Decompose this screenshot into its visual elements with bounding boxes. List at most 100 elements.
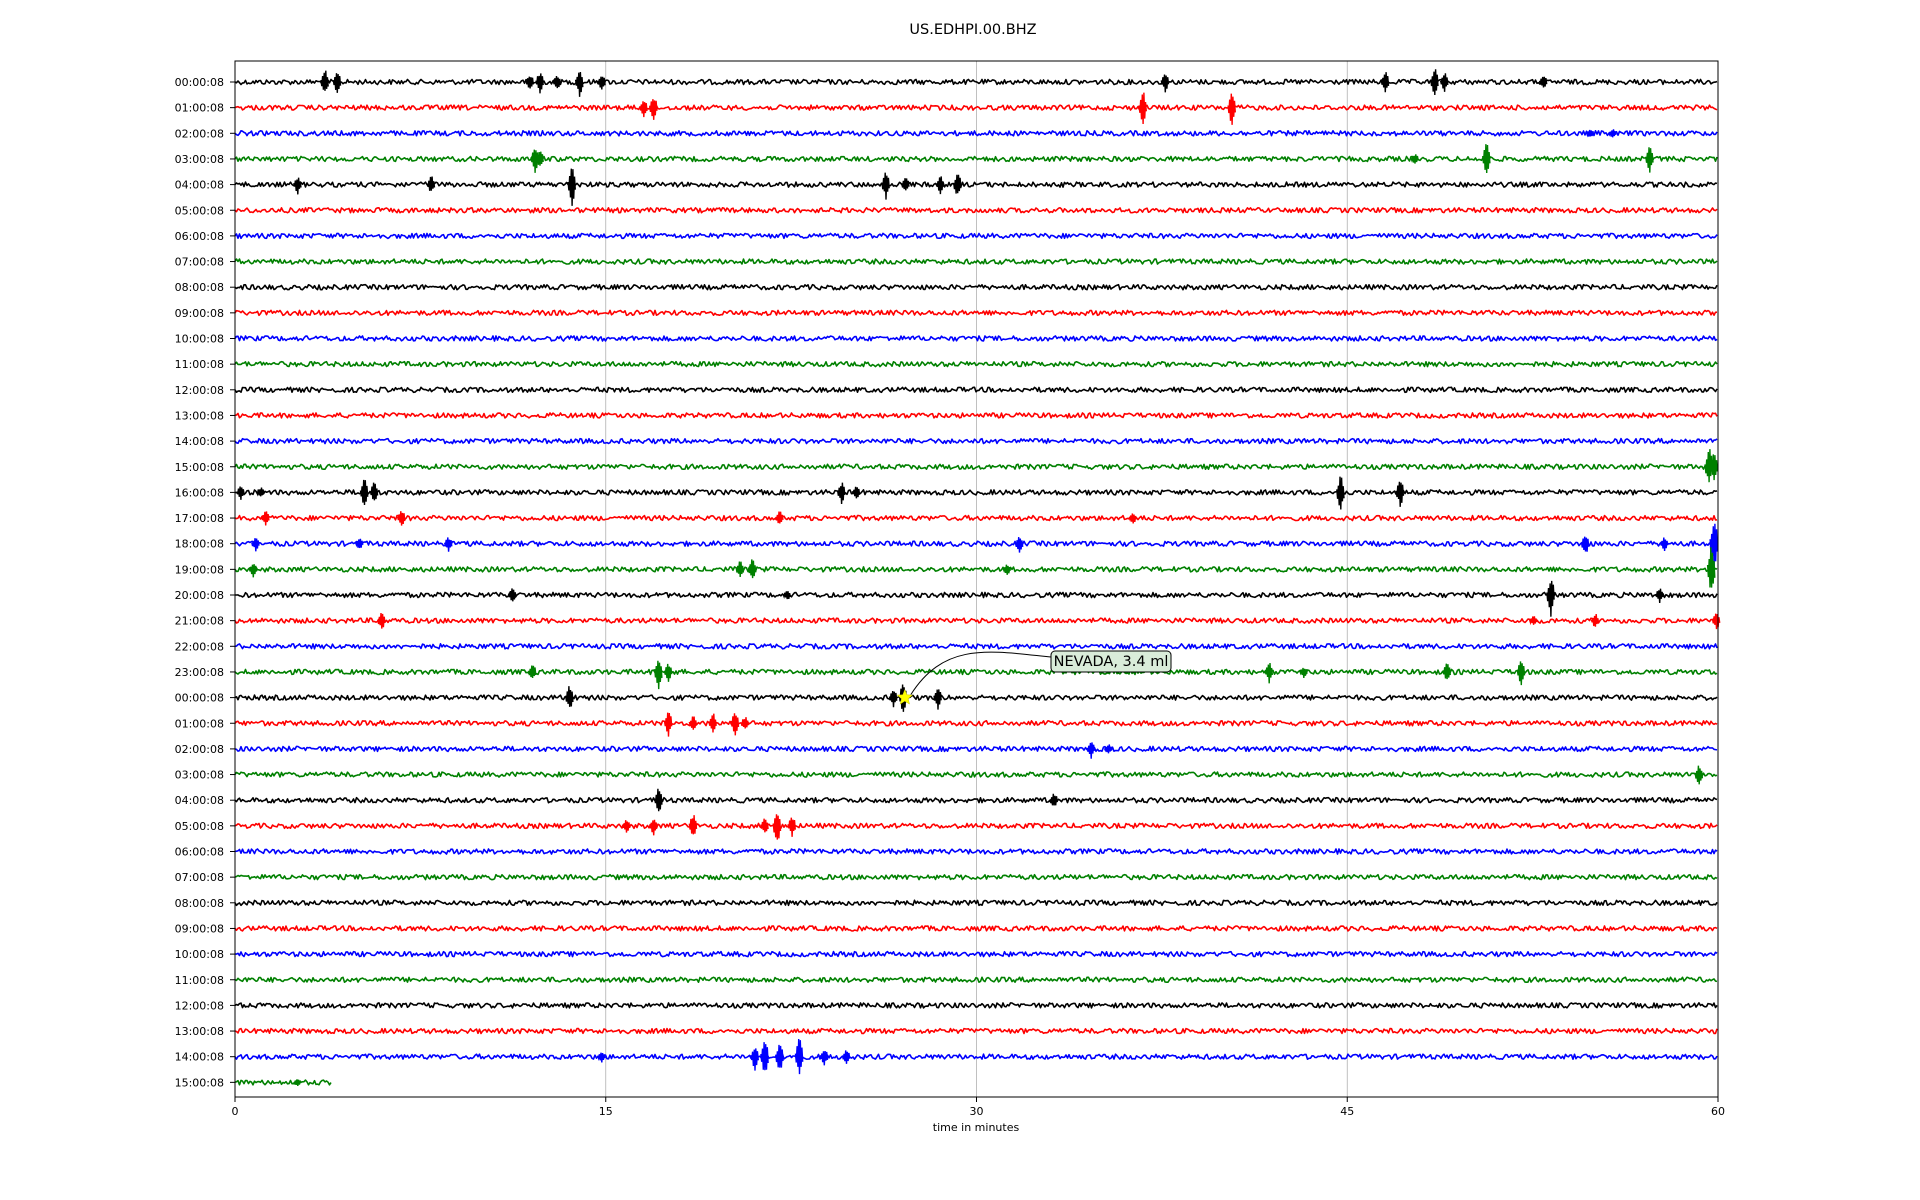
row-time-label: 07:00:08 [175,871,224,884]
event-spike-r26-1 [1103,744,1113,754]
event-spike-r0-7 [1160,74,1170,93]
row-time-label: 08:00:08 [175,281,224,294]
event-spike-r3-2 [1410,154,1419,164]
x-tick-label: 60 [1711,1105,1725,1118]
annotation-box [1050,650,1172,673]
row-time-label: 17:00:08 [175,512,224,525]
event-spike-r20-0 [508,588,517,602]
event-spike-r3-4 [1645,147,1654,173]
event-spike-r25-4 [740,717,750,729]
event-spike-r18-5 [1659,537,1669,552]
row-time-label: 06:00:08 [175,846,224,859]
row-time-label: 00:00:08 [175,76,224,89]
x-tick-label: 0 [232,1105,239,1118]
row-time-labels: 00:00:08 01:00:08 02:00:08 03:00:08 04:00:08… [175,76,235,1089]
row-time-label: 15:00:08 [175,1076,224,1089]
row-time-label: 05:00:08 [175,820,224,833]
event-spike-r20-3 [1655,588,1664,603]
trace-group [234,69,1721,1086]
event-spike-r18-4 [1580,536,1590,552]
annotation-arrow [910,651,1052,695]
event-spike-r19-2 [747,559,757,579]
event-spike-r29-5 [787,817,796,837]
event-spike-r3-1 [535,151,544,166]
event-spike-r23-5 [1442,663,1451,680]
event-spike-r23-1 [654,660,663,690]
row-time-label: 02:00:08 [175,743,224,756]
event-spike-r23-4 [1299,667,1308,678]
trace-row-21 [234,617,1718,624]
event-spike-r25-0 [663,712,673,737]
event-spike-r39-0 [293,1079,302,1086]
event-spike-r17-1 [396,511,406,526]
vertical-gridlines [605,61,1348,1097]
event-spike-r2-0 [1585,129,1595,138]
event-spike-r19-4 [1706,547,1716,588]
trace-row-16 [234,489,1718,496]
event-spike-r38-2 [760,1042,769,1071]
trace-row-37 [234,1027,1718,1035]
event-spike-r29-4 [772,814,782,840]
event-spike-r18-1 [354,538,364,549]
trace-row-24 [234,694,1718,701]
trace-row-2 [234,130,1718,137]
trace-row-5 [234,207,1718,214]
event-spike-r0-11 [1538,76,1548,88]
event-spike-r29-0 [621,820,631,833]
event-spike-r38-0 [597,1052,606,1063]
row-time-label: 10:00:08 [175,948,224,961]
trace-row-35 [234,976,1718,983]
event-spike-r16-5 [851,486,861,499]
event-spike-r23-2 [663,663,673,682]
event-spike-r4-5 [935,176,945,195]
event-spike-r38-4 [794,1038,804,1075]
trace-row-39 [234,1079,332,1086]
annotation-label: NEVADA, 3.4 ml [1054,654,1169,670]
event-spike-r21-0 [377,612,386,629]
event-spike-r15-1 [1709,454,1718,481]
event-spike-r4-2 [567,168,576,206]
x-tick-label: 30 [970,1105,984,1118]
row-time-label: 13:00:08 [175,1025,224,1038]
trace-row-29 [234,822,1718,830]
row-time-label: 11:00:08 [175,358,224,371]
trace-row-17 [234,514,1718,522]
event-spike-r28-1 [1049,793,1058,806]
event-spike-r18-0 [251,538,260,552]
event-spike-r29-2 [688,815,698,835]
row-time-label: 14:00:08 [175,435,224,448]
row-time-label: 19:00:08 [175,563,224,576]
event-spike-r16-2 [359,479,369,506]
trace-row-4 [234,181,1718,188]
event-spike-r1-3 [1227,93,1236,125]
event-spike-r4-6 [953,174,962,194]
event-spike-r17-0 [261,511,270,526]
event-spike-r16-1 [256,487,265,497]
trace-row-10 [234,335,1718,342]
row-time-label: 11:00:08 [175,974,224,987]
x-tick-label: 45 [1340,1105,1354,1118]
event-spike-r28-0 [654,788,663,812]
trace-row-11 [234,360,1718,368]
event-spike-r24-1 [888,690,898,708]
event-spike-r0-6 [597,76,606,90]
row-time-label: 18:00:08 [175,538,224,551]
event-spike-r0-4 [552,76,562,89]
event-spike-r18-3 [1014,537,1024,553]
trace-row-9 [234,309,1718,317]
event-spike-r4-1 [426,176,436,191]
x-axis-label: time in minutes [933,1121,1020,1134]
event-spike-r2-1 [1608,129,1617,138]
event-spike-r29-1 [649,819,658,836]
event-spike-r25-2 [708,713,717,733]
event-spike-r25-3 [730,713,740,736]
row-time-label: 15:00:08 [175,461,224,474]
row-time-label: 23:00:08 [175,666,224,679]
row-time-label: 03:00:08 [175,153,224,166]
row-time-label: 03:00:08 [175,769,224,782]
row-time-label: 20:00:08 [175,589,224,602]
row-time-label: 10:00:08 [175,333,224,346]
row-time-label: 01:00:08 [175,102,224,115]
trace-row-18 [234,540,1718,547]
trace-row-26 [234,745,1718,753]
